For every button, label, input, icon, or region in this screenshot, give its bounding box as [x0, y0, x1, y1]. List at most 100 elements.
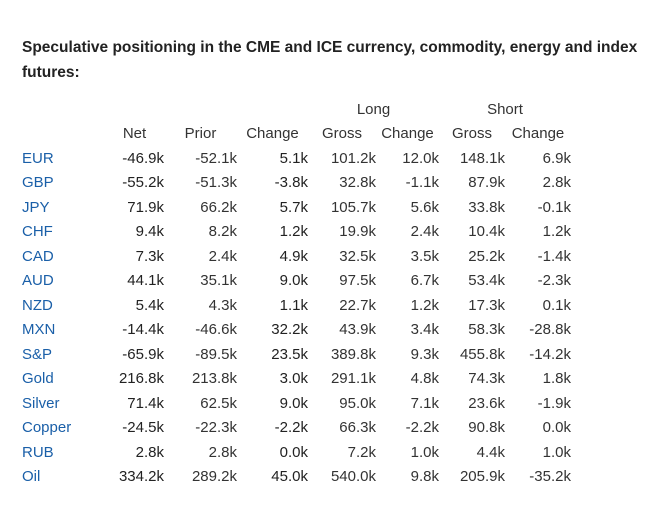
long-gross-value: 540.0k: [330, 468, 376, 486]
net-value: -14.4k: [122, 321, 164, 339]
short-gross-value: 33.8k: [468, 198, 505, 216]
prior-value: -89.5k: [195, 345, 237, 363]
net-value: 2.8k: [135, 443, 164, 461]
change-value: 3.0k: [279, 370, 308, 388]
prior-value: 4.3k: [208, 296, 237, 314]
net-value: 44.1k: [127, 272, 164, 290]
short-change-value: 1.2k: [542, 223, 571, 241]
short-change-value: -2.3k: [537, 272, 571, 290]
instrument-name: EUR: [22, 149, 54, 167]
long-change-value: 9.3k: [410, 345, 439, 363]
change-value: -2.2k: [274, 419, 308, 437]
table-row: NZD 5.4k 4.3k 1.1k 22.7k 1.2k 17.3k 0.1k: [17, 293, 571, 318]
short-gross-value: 87.9k: [468, 174, 505, 192]
short-gross-value: 23.6k: [468, 394, 505, 412]
change-value: 5.1k: [279, 149, 308, 167]
change-value: 32.2k: [271, 321, 308, 339]
page-title: Speculative positioning in the CME and I…: [22, 39, 638, 81]
instrument-name: CAD: [22, 247, 54, 265]
short-group-header: Short: [487, 100, 523, 118]
table-row: GBP -55.2k -51.3k -3.8k 32.8k -1.1k 87.9k 2.8k: [17, 171, 571, 196]
net-value: 334.2k: [118, 468, 164, 486]
long-change-value: 1.2k: [410, 296, 439, 314]
short-gross-header: Gross: [451, 125, 492, 143]
change-value: 9.0k: [279, 394, 308, 412]
table-row: AUD 44.1k 35.1k 9.0k 97.5k 6.7k 53.4k -2.3k: [17, 269, 571, 294]
short-gross-value: 25.2k: [468, 247, 505, 265]
net-value: -24.5k: [122, 419, 164, 437]
instrument-name: Gold: [22, 370, 54, 388]
short-gross-value: 90.8k: [468, 419, 505, 437]
positioning-table: Long Short Net Prior Change Gross Change…: [17, 97, 571, 489]
short-change-value: 6.9k: [542, 149, 571, 167]
long-gross-value: 389.8k: [330, 345, 376, 363]
net-value: 216.8k: [118, 370, 164, 388]
long-change-value: 9.8k: [410, 468, 439, 486]
short-gross-value: 455.8k: [459, 345, 505, 363]
short-gross-value: 53.4k: [468, 272, 505, 290]
table-row: CAD 7.3k 2.4k 4.9k 32.5k 3.5k 25.2k -1.4k: [17, 244, 571, 269]
instrument-name: MXN: [22, 321, 56, 339]
long-change-value: 6.7k: [410, 272, 439, 290]
long-change-value: 4.8k: [410, 370, 439, 388]
table-row: JPY 71.9k 66.2k 5.7k 105.7k 5.6k 33.8k -0.1k: [17, 195, 571, 220]
prior-value: 35.1k: [200, 272, 237, 290]
instrument-name: GBP: [22, 174, 54, 192]
table-body: EUR -46.9k -52.1k 5.1k 101.2k 12.0k 148.1k 6.9k…: [17, 146, 571, 489]
table-row: Oil 334.2k 289.2k 45.0k 540.0k 9.8k 205.9k -35.…: [17, 465, 571, 490]
instrument-name: RUB: [22, 443, 54, 461]
blank-header: [164, 97, 237, 122]
column-header-row: Net Prior Change Gross Change Gross Chan…: [17, 122, 571, 147]
change-value: 5.7k: [279, 198, 308, 216]
change-value: 45.0k: [271, 468, 308, 486]
instrument-name: CHF: [22, 223, 53, 241]
instrument-name: NZD: [22, 296, 53, 314]
long-gross-header: Gross: [321, 125, 362, 143]
prior-value: -51.3k: [195, 174, 237, 192]
change-value: 9.0k: [279, 272, 308, 290]
net-value: -65.9k: [122, 345, 164, 363]
instrument-name: Copper: [22, 419, 72, 437]
instrument-name: Oil: [22, 468, 41, 486]
long-change-header: Change: [381, 125, 434, 143]
short-gross-value: 148.1k: [459, 149, 505, 167]
net-value: 71.4k: [127, 394, 164, 412]
long-change-value: -2.2k: [405, 419, 439, 437]
net-value: 5.4k: [135, 296, 164, 314]
short-change-value: 1.0k: [542, 443, 571, 461]
prior-value: 62.5k: [200, 394, 237, 412]
prior-value: -46.6k: [195, 321, 237, 339]
prior-value: 2.8k: [208, 443, 237, 461]
short-change-value: 0.1k: [542, 296, 571, 314]
long-gross-value: 19.9k: [339, 223, 376, 241]
net-value: 71.9k: [127, 198, 164, 216]
change-value: -3.8k: [274, 174, 308, 192]
short-change-value: -28.8k: [529, 321, 571, 339]
prior-value: 8.2k: [208, 223, 237, 241]
prior-value: 66.2k: [200, 198, 237, 216]
long-gross-value: 7.2k: [347, 443, 376, 461]
change-value: 0.0k: [279, 443, 308, 461]
blank-header: [105, 97, 164, 122]
table-row: EUR -46.9k -52.1k 5.1k 101.2k 12.0k 148.1k 6.9k: [17, 146, 571, 171]
short-change-value: -1.4k: [537, 247, 571, 265]
change-header: Change: [246, 125, 299, 143]
instrument-name: Silver: [22, 394, 60, 412]
change-value: 23.5k: [271, 345, 308, 363]
short-change-value: -1.9k: [537, 394, 571, 412]
net-value: 7.3k: [135, 247, 164, 265]
short-change-value: 1.8k: [542, 370, 571, 388]
table-row: CHF 9.4k 8.2k 1.2k 19.9k 2.4k 10.4k 1.2k: [17, 220, 571, 245]
long-gross-value: 95.0k: [339, 394, 376, 412]
short-gross-value: 10.4k: [468, 223, 505, 241]
net-value: 9.4k: [135, 223, 164, 241]
net-value: -55.2k: [122, 174, 164, 192]
long-change-value: 2.4k: [410, 223, 439, 241]
blank-header: [17, 97, 105, 122]
table-row: Copper -24.5k -22.3k -2.2k 66.3k -2.2k 90.8k 0.…: [17, 416, 571, 441]
short-gross-value: 74.3k: [468, 370, 505, 388]
prior-value: -22.3k: [195, 419, 237, 437]
change-value: 1.1k: [279, 296, 308, 314]
instrument-name: AUD: [22, 272, 54, 290]
short-gross-value: 4.4k: [476, 443, 505, 461]
